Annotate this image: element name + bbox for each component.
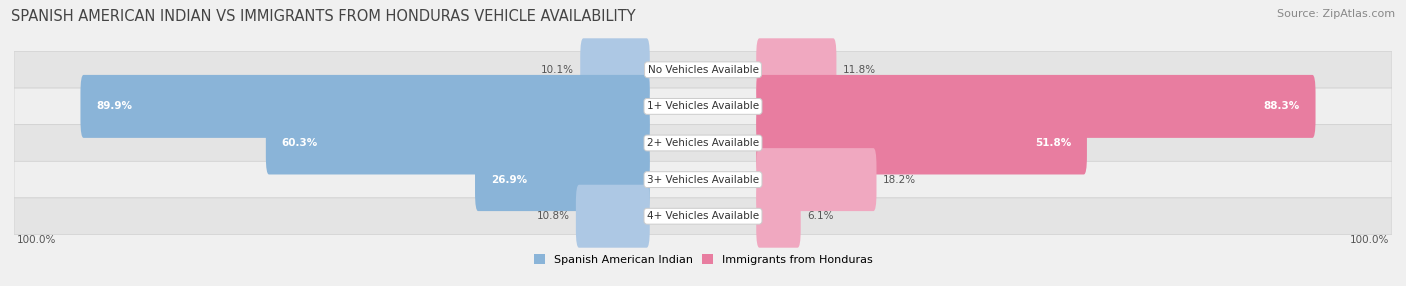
Text: 51.8%: 51.8%: [1035, 138, 1071, 148]
Text: 89.9%: 89.9%: [96, 102, 132, 111]
Text: 10.8%: 10.8%: [537, 211, 569, 221]
Text: 1+ Vehicles Available: 1+ Vehicles Available: [647, 102, 759, 111]
Text: 2+ Vehicles Available: 2+ Vehicles Available: [647, 138, 759, 148]
FancyBboxPatch shape: [14, 161, 1392, 198]
FancyBboxPatch shape: [80, 75, 650, 138]
FancyBboxPatch shape: [14, 51, 1392, 88]
FancyBboxPatch shape: [576, 185, 650, 248]
FancyBboxPatch shape: [475, 148, 650, 211]
Text: Source: ZipAtlas.com: Source: ZipAtlas.com: [1277, 9, 1395, 19]
FancyBboxPatch shape: [14, 88, 1392, 125]
Text: 6.1%: 6.1%: [807, 211, 834, 221]
Text: 100.0%: 100.0%: [17, 235, 56, 245]
Text: 100.0%: 100.0%: [1350, 235, 1389, 245]
FancyBboxPatch shape: [756, 112, 1087, 174]
Text: No Vehicles Available: No Vehicles Available: [648, 65, 758, 75]
Text: 11.8%: 11.8%: [842, 65, 876, 75]
FancyBboxPatch shape: [14, 125, 1392, 161]
Text: 10.1%: 10.1%: [541, 65, 574, 75]
FancyBboxPatch shape: [756, 148, 876, 211]
Text: 4+ Vehicles Available: 4+ Vehicles Available: [647, 211, 759, 221]
Text: 60.3%: 60.3%: [281, 138, 318, 148]
FancyBboxPatch shape: [581, 38, 650, 101]
Text: SPANISH AMERICAN INDIAN VS IMMIGRANTS FROM HONDURAS VEHICLE AVAILABILITY: SPANISH AMERICAN INDIAN VS IMMIGRANTS FR…: [11, 9, 636, 23]
FancyBboxPatch shape: [14, 198, 1392, 235]
Text: 88.3%: 88.3%: [1264, 102, 1301, 111]
FancyBboxPatch shape: [756, 75, 1316, 138]
FancyBboxPatch shape: [756, 185, 800, 248]
FancyBboxPatch shape: [756, 38, 837, 101]
Text: 26.9%: 26.9%: [491, 175, 527, 184]
Legend: Spanish American Indian, Immigrants from Honduras: Spanish American Indian, Immigrants from…: [529, 250, 877, 269]
Text: 3+ Vehicles Available: 3+ Vehicles Available: [647, 175, 759, 184]
Text: 18.2%: 18.2%: [883, 175, 915, 184]
FancyBboxPatch shape: [266, 112, 650, 174]
